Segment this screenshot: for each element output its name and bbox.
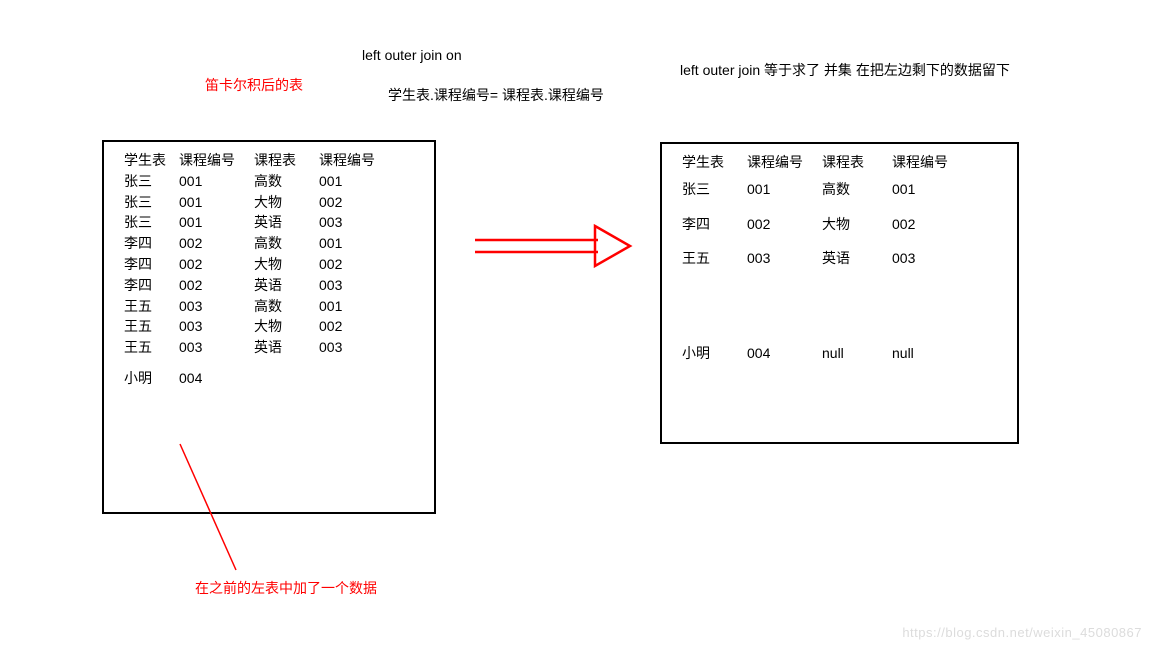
watermark: https://blog.csdn.net/weixin_45080867 xyxy=(902,625,1142,640)
bottom-note: 在之前的左表中加了一个数据 xyxy=(195,578,377,598)
connector-line-icon xyxy=(0,0,1152,648)
